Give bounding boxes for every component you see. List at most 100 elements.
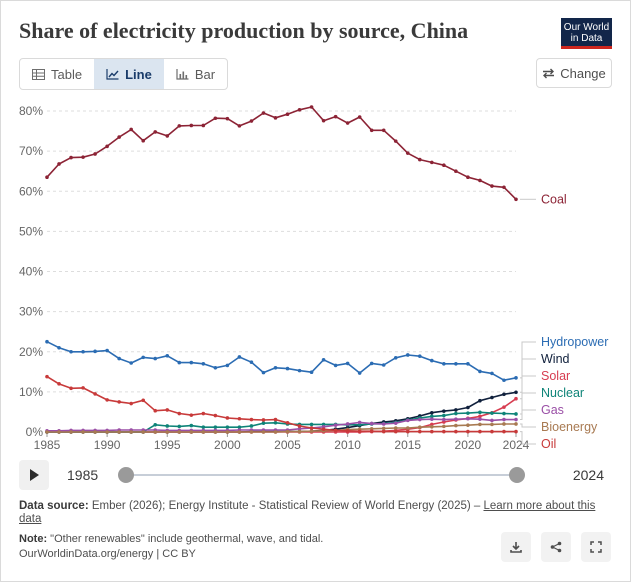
data-point-oil: [381, 429, 386, 434]
data-point-nuclear: [430, 414, 434, 419]
data-point-bioenergy: [478, 422, 482, 427]
timeline-end-handle[interactable]: [509, 467, 525, 483]
data-point-gas: [345, 422, 350, 426]
data-point-hydropower: [369, 361, 374, 366]
download-button[interactable]: [501, 532, 531, 562]
gridlines: [47, 110, 516, 433]
legend-connector: [520, 375, 536, 400]
data-point-gas: [405, 418, 410, 423]
data-point-oil: [81, 386, 85, 390]
data-point-coal: [417, 157, 422, 162]
tab-bar-label: Bar: [194, 66, 216, 82]
data-point-oil: [129, 401, 133, 406]
legend-connector: [520, 423, 536, 428]
data-point-nuclear: [273, 420, 278, 425]
data-point-solar: [514, 396, 518, 401]
data-point-coal: [201, 123, 206, 128]
data-point-bioenergy: [141, 430, 146, 434]
data-point-hydropower: [381, 363, 386, 367]
legend-label-wind[interactable]: Wind: [541, 352, 570, 366]
data-point-hydropower: [189, 360, 194, 365]
owid-logo[interactable]: Our World in Data: [561, 18, 612, 49]
swap-arrows-icon: [543, 68, 555, 78]
tab-line[interactable]: Line: [94, 59, 164, 89]
data-point-gas: [454, 417, 458, 421]
data-point-coal: [466, 175, 470, 180]
data-point-coal: [93, 152, 97, 156]
expand-icon: [590, 541, 602, 553]
legend-label-nuclear[interactable]: Nuclear: [541, 386, 584, 400]
x-axis: 1985 1990 1995 2000 2005 2010 2015 2020 2024: [34, 431, 530, 452]
data-point-oil: [249, 417, 254, 422]
timeline-start-handle[interactable]: [118, 467, 134, 483]
data-point-hydropower: [309, 370, 314, 375]
legend-label-coal[interactable]: Coal: [541, 192, 567, 206]
change-country-button[interactable]: Change: [536, 58, 612, 88]
data-point-coal: [381, 128, 386, 133]
data-point-oil: [285, 420, 290, 425]
data-point-solar: [478, 414, 482, 419]
data-point-bioenergy: [189, 430, 194, 434]
series-line-gas[interactable]: [47, 417, 516, 432]
series-line-coal[interactable]: [46, 106, 517, 200]
data-point-coal: [45, 175, 49, 180]
x-tick-label: 2000: [214, 438, 241, 452]
data-point-oil: [514, 429, 518, 434]
data-point-oil: [213, 413, 218, 418]
data-point-wind: [430, 410, 434, 415]
data-point-hydropower: [261, 370, 266, 375]
legend-connector: [520, 392, 536, 415]
legend-connector: [520, 409, 536, 421]
legend-label-solar[interactable]: Solar: [541, 369, 570, 383]
data-point-solar: [502, 405, 506, 409]
data-point-hydropower: [454, 361, 458, 366]
data-point-coal: [249, 119, 254, 123]
tab-bar[interactable]: Bar: [164, 59, 227, 89]
data-point-gas: [430, 417, 434, 421]
legend-label-oil[interactable]: Oil: [541, 437, 556, 451]
y-tick-label: 10%: [19, 385, 43, 399]
data-point-hydropower: [357, 371, 362, 375]
data-point-coal: [514, 197, 518, 202]
view-tabs: Table Line Bar: [19, 58, 229, 90]
data-point-bioenergy: [502, 422, 506, 426]
timeline-end-year: 2024: [572, 467, 604, 483]
series-line-hydropower[interactable]: [46, 340, 517, 382]
share-button[interactable]: [541, 532, 571, 562]
data-point-bioenergy: [405, 426, 410, 430]
data-point-oil: [189, 413, 194, 417]
note-text: "Other renewables" include geothermal, w…: [50, 533, 324, 545]
data-point-wind: [466, 405, 470, 410]
data-point-coal: [393, 139, 398, 143]
tab-table[interactable]: Table: [20, 59, 94, 89]
bar-chart-icon: [176, 68, 189, 80]
series-line-bioenergy[interactable]: [47, 423, 516, 433]
data-point-coal: [357, 115, 362, 119]
data-point-coal: [490, 184, 494, 188]
data-point-wind: [490, 395, 494, 400]
legend-label-hydropower[interactable]: Hydropower: [541, 335, 608, 349]
legend-label-bioenergy[interactable]: Bioenergy: [541, 420, 598, 434]
data-point-hydropower: [430, 358, 434, 363]
data-point-oil: [297, 424, 302, 428]
timeline-start-year: 1985: [67, 467, 99, 483]
fullscreen-button[interactable]: [581, 532, 611, 562]
legend-label-gas[interactable]: Gas: [541, 403, 564, 417]
line-chart-icon: [106, 68, 119, 80]
data-point-nuclear: [478, 410, 482, 415]
play-button[interactable]: [19, 460, 49, 490]
data-point-nuclear: [309, 422, 314, 427]
data-point-nuclear: [454, 411, 458, 416]
learn-more-link[interactable]: Learn more about this data: [19, 500, 596, 525]
tab-table-label: Table: [51, 66, 83, 82]
note-label: Note:: [19, 533, 48, 545]
timeline-track[interactable]: [126, 474, 517, 476]
data-point-gas: [466, 416, 470, 421]
data-point-bioenergy: [165, 430, 170, 434]
data-point-oil: [153, 408, 158, 413]
data-point-coal: [502, 185, 506, 190]
series-line-oil[interactable]: [46, 375, 516, 433]
data-point-coal: [309, 105, 314, 109]
data-point-bioenergy: [514, 422, 518, 426]
data-point-nuclear: [153, 422, 158, 427]
